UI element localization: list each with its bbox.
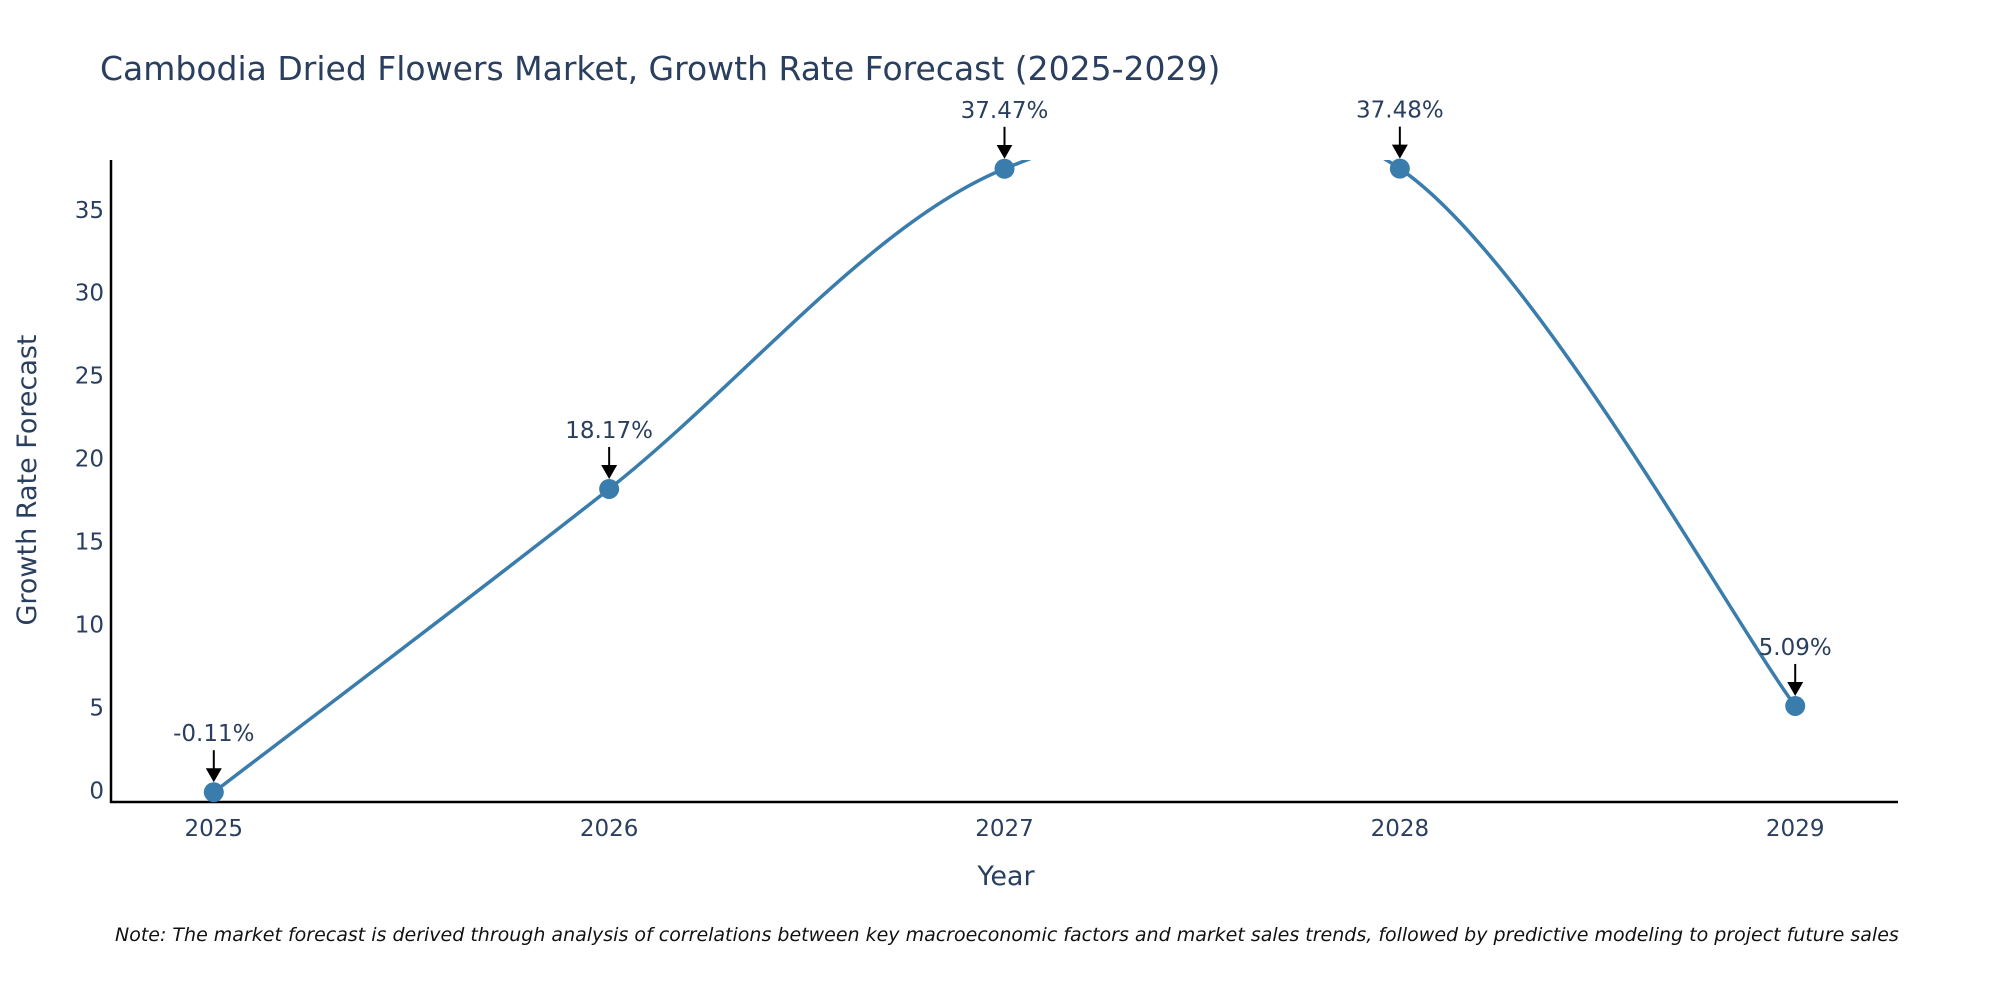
data-label: 37.47% — [961, 98, 1049, 124]
data-point — [994, 158, 1015, 179]
y-tick-label: 15 — [75, 530, 104, 556]
data-point — [599, 478, 620, 499]
x-tick-label: 2027 — [975, 816, 1034, 842]
y-axis-title: Growth Rate Forecast — [12, 334, 43, 625]
x-tick-label: 2029 — [1766, 816, 1825, 842]
y-tick-label: 35 — [75, 198, 104, 224]
x-axis-title: Year — [976, 861, 1035, 892]
data-label: 18.17% — [565, 418, 653, 444]
data-point — [1785, 695, 1806, 716]
y-tick-label: 10 — [75, 612, 104, 638]
x-tick-label: 2028 — [1371, 816, 1430, 842]
y-tick-label: 0 — [89, 778, 104, 804]
data-point — [1389, 158, 1410, 179]
x-tick-label: 2025 — [185, 816, 244, 842]
data-label: 5.09% — [1759, 635, 1832, 661]
forecast-note: Note: The market forecast is derived thr… — [115, 924, 1899, 946]
data-label: 37.48% — [1356, 98, 1444, 124]
y-tick-label: 30 — [75, 281, 104, 307]
y-tick-label: 20 — [75, 447, 104, 473]
data-point — [203, 782, 224, 803]
series-line — [212, 160, 1797, 794]
y-tick-label: 5 — [89, 695, 104, 721]
x-tick-label: 2026 — [580, 816, 639, 842]
chart-title: Cambodia Dried Flowers Market, Growth Ra… — [100, 49, 1220, 88]
y-tick-label: 25 — [75, 364, 104, 390]
data-label: -0.11% — [173, 721, 254, 747]
